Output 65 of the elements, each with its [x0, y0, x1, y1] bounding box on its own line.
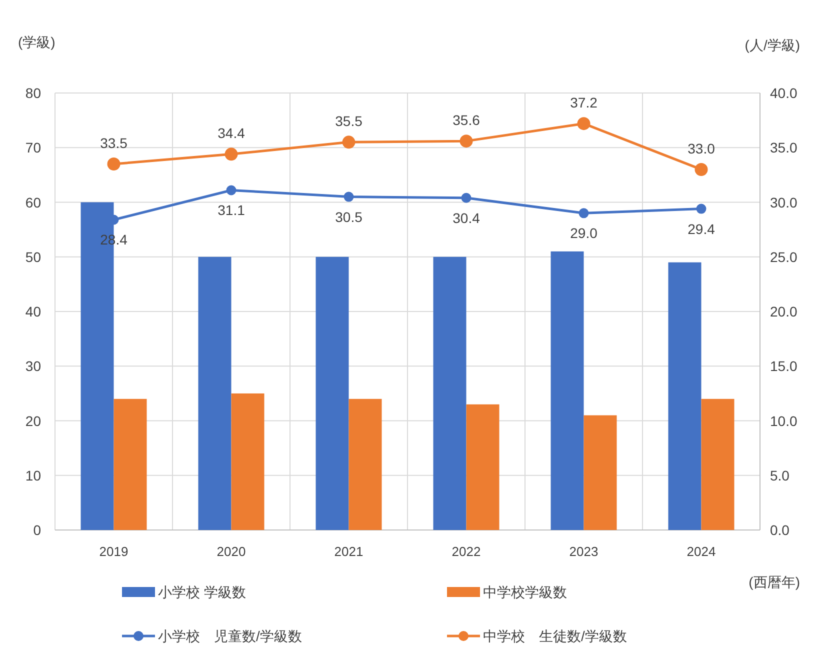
y-tick-label: 50 [25, 248, 42, 265]
y2-tick-label: 15.0 [770, 358, 798, 374]
bar [348, 398, 382, 530]
y2-tick-label: 0.0 [770, 522, 790, 538]
point [344, 192, 354, 202]
y-tick-label: 10 [25, 467, 42, 484]
y2-tick-label: 35.0 [770, 140, 798, 156]
legend-label: 中学校学級数 [483, 584, 567, 600]
y-tick-label: 20 [25, 412, 42, 429]
bar [668, 262, 702, 530]
y-tick-label: 30 [25, 358, 42, 374]
data-label: 37.2 [570, 94, 598, 111]
bar [433, 256, 466, 530]
y-tick-label: 0 [33, 522, 42, 538]
point [460, 134, 473, 148]
point [224, 148, 238, 161]
bar [231, 393, 264, 530]
bar [316, 256, 349, 530]
point [577, 117, 590, 130]
legend-label: 小学校 児童数/学級数 [158, 628, 302, 644]
data-label: 29.0 [570, 225, 598, 242]
bar [584, 415, 617, 530]
y2-tick-label: 5.0 [770, 467, 790, 484]
data-label: 28.4 [100, 232, 128, 248]
y2-tick-label: 25.0 [770, 248, 798, 265]
y-tick-label: 60 [25, 194, 42, 210]
y-axis-title: (学級) [18, 34, 56, 50]
y-tick-label: 70 [25, 140, 42, 156]
y2-tick-label: 20.0 [770, 304, 798, 320]
data-label: 29.4 [688, 220, 716, 237]
bar [114, 398, 147, 530]
data-label: 34.4 [218, 125, 246, 142]
data-label: 35.5 [335, 113, 363, 130]
x-tick-label: 2020 [216, 544, 246, 559]
x-tick-label: 2019 [99, 544, 128, 559]
bar [466, 404, 500, 530]
point [696, 204, 706, 214]
legend-label: 小学校 学級数 [158, 584, 246, 600]
data-label: 30.4 [452, 210, 480, 226]
bar [701, 398, 734, 530]
y2-axis-title: (人/学級) [744, 37, 800, 53]
point [107, 158, 120, 171]
data-label: 35.6 [452, 112, 480, 128]
x-axis-title: (西暦年) [748, 574, 800, 590]
point [461, 192, 472, 203]
data-label: 33.5 [100, 135, 128, 152]
data-label: 33.0 [688, 140, 716, 156]
legend-label: 中学校 生徒数/学級数 [483, 628, 627, 644]
y2-tick-label: 40.0 [770, 85, 798, 101]
point [578, 208, 589, 218]
y2-tick-label: 10.0 [770, 412, 798, 429]
point [694, 162, 708, 176]
x-tick-label: 2022 [452, 544, 481, 559]
point [226, 185, 236, 196]
x-tick-label: 2024 [686, 544, 716, 559]
bar [550, 251, 584, 530]
x-tick-label: 2021 [334, 544, 364, 559]
data-label: 30.5 [335, 208, 363, 225]
point [342, 136, 356, 149]
y-tick-label: 40 [25, 304, 42, 320]
bar [198, 256, 232, 530]
y2-tick-label: 30.0 [770, 194, 798, 210]
x-tick-label: 2023 [569, 544, 598, 559]
y-tick-label: 80 [25, 85, 42, 101]
data-label: 31.1 [218, 202, 246, 218]
